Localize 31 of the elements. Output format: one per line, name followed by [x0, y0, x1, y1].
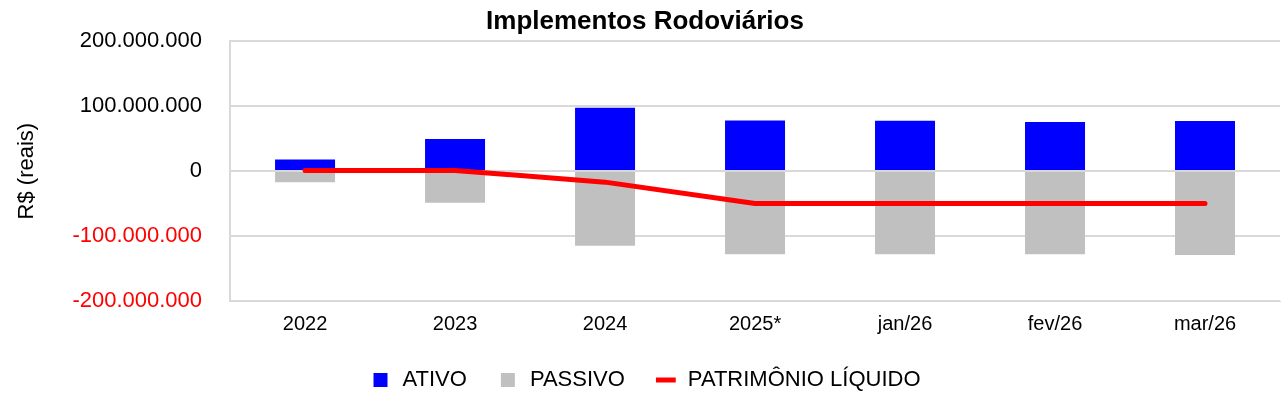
- legend-label: PASSIVO: [529, 366, 625, 392]
- x-tick-label: 2023: [432, 311, 478, 334]
- legend-label: PATRIMÔNIO LÍQUIDO: [687, 366, 921, 392]
- y-tick-label: 0: [189, 157, 203, 183]
- x-tick-label: 2024: [582, 311, 628, 334]
- y-axis-title: R$ (reais): [13, 122, 39, 220]
- bar: [425, 172, 486, 203]
- bar: [725, 120, 786, 171]
- y-tick-label: -100.000.000: [72, 222, 203, 248]
- bar: [575, 107, 636, 171]
- chart-title: Implementos Rodoviários: [486, 4, 804, 35]
- bar: [1175, 121, 1235, 171]
- bar: [725, 172, 786, 255]
- bar: [1175, 172, 1235, 255]
- bar: [875, 120, 936, 171]
- bar: [1025, 172, 1086, 255]
- y-tick-label: 100.000.000: [79, 92, 203, 118]
- bar: [275, 159, 336, 171]
- bar: [275, 172, 336, 183]
- x-tick-label: jan/26: [876, 311, 933, 334]
- y-tick-label: -200.000.000: [72, 287, 203, 313]
- bar: [425, 138, 486, 171]
- bar: [875, 172, 936, 255]
- y-tick-label: 200.000.000: [79, 27, 203, 53]
- x-tick-label: 2025*: [728, 311, 782, 334]
- legend-label: ATIVO: [402, 366, 467, 392]
- bar: [1025, 121, 1086, 171]
- x-tick-label: 2022: [282, 311, 328, 334]
- x-tick-label: fev/26: [1027, 311, 1083, 334]
- bar: [575, 172, 636, 246]
- x-tick-label: mar/26: [1173, 311, 1237, 334]
